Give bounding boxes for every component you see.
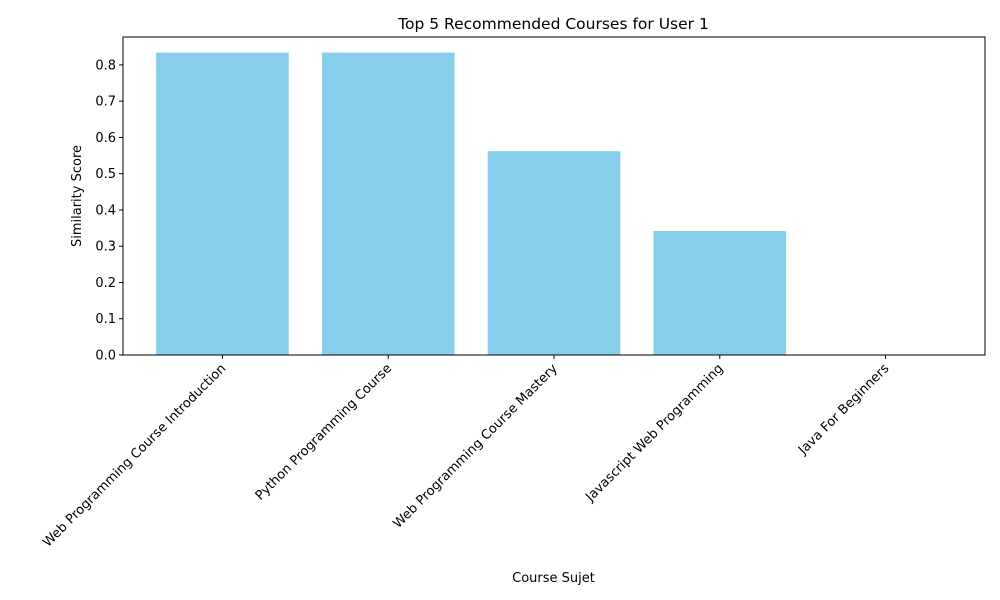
x-axis-title: Course Sujet — [512, 571, 595, 586]
x-tick-label: Java For Beginners — [795, 361, 892, 458]
y-tick-label: 0.4 — [95, 203, 116, 218]
bar — [156, 52, 289, 355]
y-tick-label: 0.0 — [95, 349, 116, 364]
y-axis-title: Similarity Score — [70, 145, 85, 247]
y-axis: 0.0 0.1 0.2 0.3 0.4 0.5 0.6 0.7 0.8 — [95, 58, 123, 364]
x-tick-label: Web Programming Course Mastery — [391, 361, 562, 532]
y-tick-label: 0.3 — [95, 240, 116, 255]
y-tick-label: 0.1 — [95, 312, 116, 327]
y-tick-label: 0.5 — [95, 167, 116, 182]
y-tick-label: 0.8 — [95, 58, 116, 73]
x-tick-label: Python Programming Course — [253, 361, 395, 503]
bar — [487, 151, 621, 355]
x-axis: Web Programming Course Introduction Pytho… — [40, 355, 893, 550]
chart-title: Top 5 Recommended Courses for User 1 — [397, 15, 709, 33]
bars-group — [156, 52, 787, 355]
y-tick-label: 0.2 — [95, 276, 116, 291]
plot-frame — [122, 36, 986, 356]
y-tick-label: 0.7 — [95, 95, 116, 110]
x-tick-label: Web Programming Course Introduction — [40, 361, 229, 550]
bar — [321, 52, 455, 355]
bar — [653, 230, 787, 355]
y-tick-label: 0.6 — [95, 131, 116, 146]
x-tick-label: Javascript Web Programming — [582, 361, 726, 505]
